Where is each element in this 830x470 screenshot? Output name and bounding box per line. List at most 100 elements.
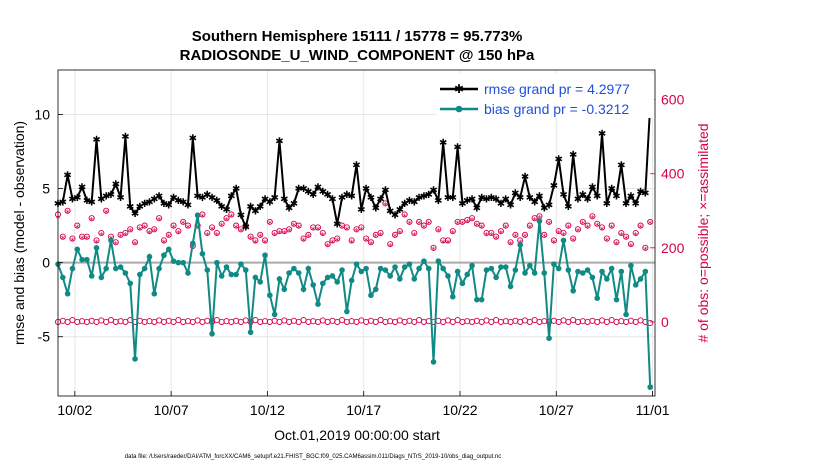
- rmse-point: ✱: [73, 193, 81, 204]
- obs-assimilated-marker: *: [499, 230, 504, 240]
- obs-assimilated-marker: *: [114, 241, 119, 251]
- rmse-point: ✱: [237, 211, 245, 222]
- y-axis-right-label: # of obs: o=possible; ×=assimilated: [695, 123, 711, 342]
- bias-point: [608, 265, 615, 272]
- obs-assimilated-marker: *: [629, 242, 634, 252]
- obs-assimilated-marker: *: [504, 224, 509, 234]
- rmse-point: ✱: [622, 199, 630, 210]
- obs-possible-marker: [64, 207, 71, 214]
- chart-title-line1: Southern Hemisphere 15111 / 15778 = 95.7…: [192, 28, 523, 45]
- obs-possible-marker: [642, 244, 649, 251]
- rmse-point: ✱: [97, 194, 105, 205]
- obs-possible-marker: [286, 226, 293, 233]
- obs-assimilated-marker: *: [147, 230, 152, 240]
- bias-point: [469, 262, 475, 269]
- bias-point: [339, 267, 345, 273]
- bias-point: [161, 252, 167, 259]
- bias-point: [401, 264, 408, 270]
- obs-possible-marker: [103, 207, 110, 214]
- obs-assimilated-marker: *: [393, 233, 398, 243]
- obs-assimilated-marker: *: [407, 220, 412, 230]
- obs-possible-marker: [401, 211, 408, 218]
- bias-point: [392, 264, 398, 270]
- rmse-point: ✱: [372, 203, 380, 214]
- rmse-point: ✱: [295, 184, 303, 195]
- obs-possible-marker: [444, 237, 452, 244]
- obs-assimilated-marker: *: [359, 226, 364, 236]
- bias-point: [319, 280, 326, 287]
- obs-possible-marker: [151, 226, 158, 233]
- bias-point: [170, 258, 177, 264]
- bias-point: [546, 335, 552, 342]
- obs-possible-marker: [213, 229, 220, 237]
- obs-assimilated-marker: *: [489, 231, 494, 241]
- obs-possible-marker: [594, 220, 601, 227]
- rmse-point: ✱: [357, 205, 365, 216]
- rmse-point: ✱: [352, 160, 360, 171]
- obs-possible-marker: [363, 235, 370, 242]
- bias-point: [344, 308, 350, 315]
- obs-assimilated-marker: *: [388, 242, 393, 252]
- obs-possible-marker: [608, 222, 615, 229]
- rmse-point: ✱: [540, 203, 548, 214]
- obs-assimilated-marker: *: [595, 222, 600, 232]
- obs-possible-marker: [343, 224, 350, 231]
- obs-assimilated-marker: *: [494, 235, 499, 245]
- bias-point: [464, 271, 471, 278]
- bias-point: [247, 329, 254, 336]
- obs-possible-marker: [546, 218, 553, 225]
- bias-point: [536, 218, 543, 224]
- rmse-point: ✱: [160, 199, 168, 210]
- rmse-point: ✱: [627, 191, 635, 202]
- obs-possible-marker: [204, 229, 211, 237]
- obs-possible-marker: [647, 218, 654, 225]
- bias-point: [132, 356, 138, 362]
- obs-possible-marker: [565, 222, 572, 229]
- bias-point: [363, 265, 369, 272]
- bias-point: [194, 212, 201, 219]
- legend-rmse-marker: ✱: [454, 82, 464, 96]
- rmse-point: ✱: [405, 196, 413, 207]
- bias-point: [233, 271, 239, 278]
- rmse-point: ✱: [232, 184, 240, 195]
- rmse-point: ✱: [526, 193, 534, 204]
- bias-point: [112, 265, 119, 272]
- rmse-point: ✱: [92, 135, 100, 146]
- rmse-point: ✱: [261, 194, 269, 205]
- obs-assimilated-marker: *: [556, 230, 561, 240]
- obs-assimilated-marker: *: [648, 220, 653, 230]
- obs-possible-marker: [449, 228, 456, 235]
- obs-possible-marker: [247, 233, 254, 240]
- legend-box: [436, 74, 654, 118]
- x-tick-label: 10/27: [539, 402, 574, 418]
- rmse-point: ✱: [328, 194, 336, 205]
- bias-point: [305, 265, 312, 272]
- obs-possible-marker: [160, 237, 167, 244]
- obs-assimilated-marker: *: [412, 231, 417, 241]
- rmse-point: ✱: [102, 191, 110, 202]
- rmse-point: ✱: [555, 154, 563, 165]
- obs-possible-marker: [165, 231, 172, 238]
- obs-assimilated-marker: *: [234, 224, 239, 234]
- bias-point: [584, 267, 591, 273]
- bias-point: [214, 259, 220, 266]
- bias-point: [421, 258, 427, 264]
- bias-point: [358, 268, 365, 275]
- bias-point: [329, 273, 336, 279]
- obs-assimilated-marker: *: [552, 239, 557, 249]
- obs-assimilated-marker: *: [600, 226, 605, 236]
- obs-assimilated-marker: *: [200, 213, 205, 223]
- rmse-point: ✱: [593, 191, 601, 202]
- rmse-point: ✱: [314, 183, 322, 194]
- obs-assimilated-marker: *: [426, 220, 431, 230]
- obs-assimilated-marker: *: [253, 239, 258, 249]
- rmse-point: ✱: [410, 197, 418, 208]
- obs-assimilated-marker: *: [80, 235, 85, 245]
- obs-assimilated-marker: *: [75, 224, 80, 234]
- bias-point: [565, 267, 572, 273]
- obs-assimilated-marker: *: [311, 226, 316, 236]
- obs-possible-marker: [266, 218, 273, 225]
- rmse-point: ✱: [78, 183, 86, 194]
- bias-point: [175, 259, 182, 266]
- rmse-point: ✱: [468, 194, 476, 205]
